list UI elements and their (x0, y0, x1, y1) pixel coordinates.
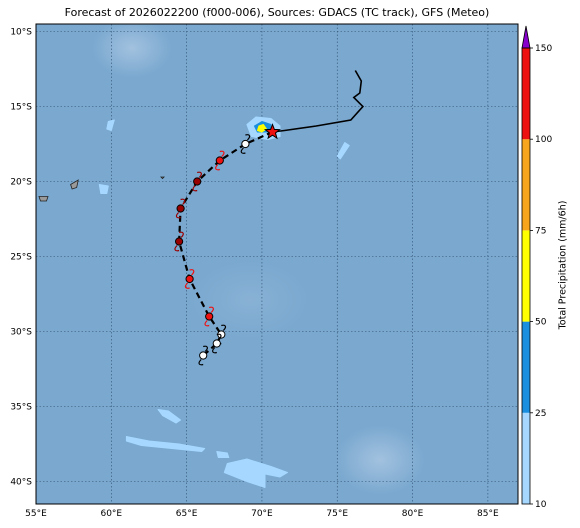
ocean-background (36, 24, 518, 504)
cyclone-symbol-low (198, 345, 208, 366)
cyclone-symbol-low (212, 333, 222, 354)
island (70, 179, 79, 190)
cloud-texture (92, 24, 172, 78)
precip-patch (157, 409, 182, 424)
lat-tick-label: 40°S (10, 478, 32, 488)
lon-tick-label: 80°E (402, 509, 424, 519)
marker-layer (174, 123, 281, 366)
precip-patch (106, 119, 115, 131)
precip-patch (223, 458, 288, 488)
current-position-star (263, 123, 281, 140)
axis-ticks: 55°E 60°E 65°E 70°E 75°E 80°E 85°E 10°S 15°S 20°S… (10, 28, 499, 520)
lon-tick-label: 65°E (176, 509, 198, 519)
graticule (36, 24, 518, 504)
cyclone-symbol-cyclone (192, 171, 202, 192)
precip-patch (216, 451, 230, 458)
precip-patch (125, 436, 206, 452)
cyclone-symbol-cyclone (175, 198, 186, 219)
lon-tick-label: 85°E (477, 509, 499, 519)
island (160, 176, 165, 180)
precip-patch (256, 124, 267, 133)
cyclone-symbol-cyclone (174, 231, 184, 252)
lat-tick-label: 35°S (10, 403, 32, 413)
lon-tick-label: 55°E (25, 509, 47, 519)
islands-layer (38, 176, 165, 202)
island (38, 196, 49, 202)
cyclone-symbol-low (240, 134, 251, 154)
map-title: Forecast of 2026022200 (f000-006), Sourc… (64, 6, 490, 19)
cyclone-symbol-storm (204, 306, 214, 327)
precip-patch (336, 142, 350, 160)
cyclone-symbol-storm (184, 269, 195, 289)
precip-patch (98, 184, 109, 194)
lat-tick-label: 30°S (10, 328, 32, 338)
lat-tick-label: 20°S (10, 178, 32, 188)
lat-tick-label: 25°S (10, 253, 32, 263)
map-frame (35, 23, 519, 505)
lon-tick-label: 75°E (326, 509, 348, 519)
observed-track-line (272, 70, 365, 133)
cloud-texture (335, 425, 425, 495)
colorbar-label: Total Precipitation (mm/6h) (557, 200, 569, 330)
lon-tick-label: 60°E (100, 509, 122, 519)
cyclone-symbol-storm (215, 150, 225, 171)
lat-tick-label: 15°S (10, 103, 32, 113)
cloud-texture (190, 260, 310, 340)
lon-tick-label: 70°E (251, 509, 273, 519)
lat-tick-label: 10°S (10, 28, 32, 38)
